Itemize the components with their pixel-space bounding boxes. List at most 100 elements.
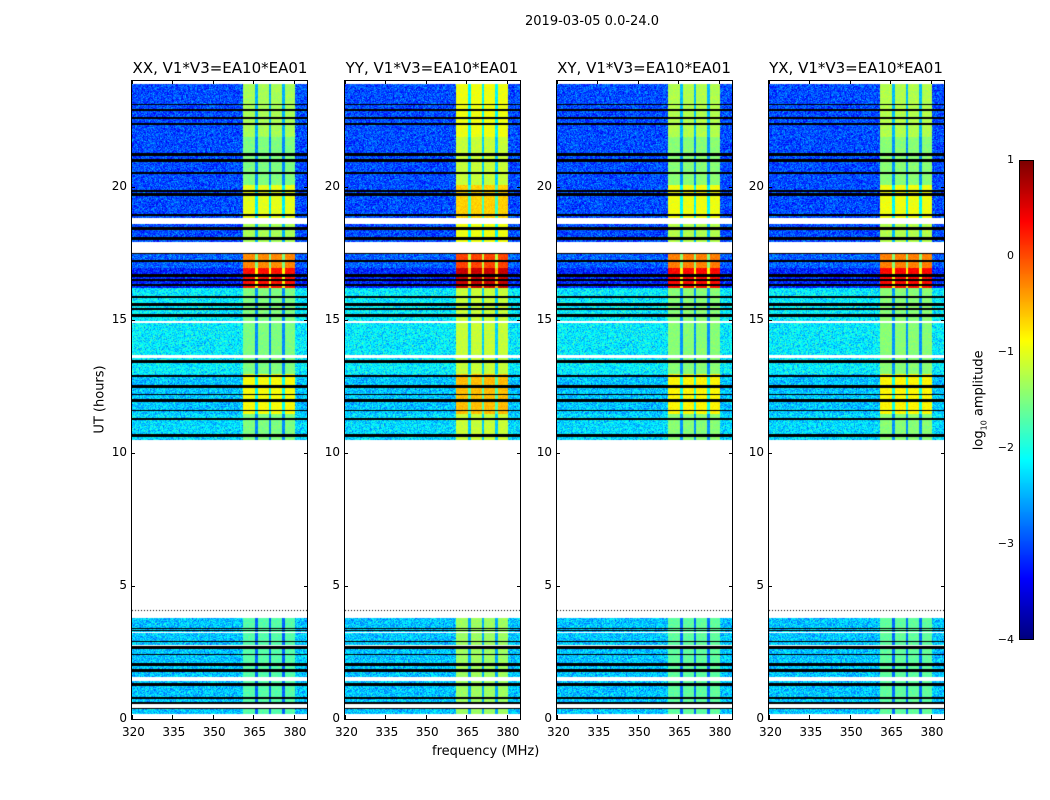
x-tick-mark [849, 80, 851, 84]
x-tick-mark [809, 715, 811, 719]
x-tick-mark [293, 80, 295, 84]
y-tick-mark [304, 187, 308, 189]
y-tick-mark [768, 586, 772, 588]
y-tick-label: 10 [324, 445, 340, 460]
y-tick-mark [304, 320, 308, 322]
x-tick-mark [809, 80, 811, 84]
x-tick-mark [345, 80, 346, 84]
colorbar-tick-label: −2 [997, 441, 1014, 454]
y-tick-mark [556, 187, 560, 189]
colorbar-gradient [1020, 161, 1033, 639]
x-tick-label: 335 [587, 725, 611, 739]
x-tick-mark [506, 715, 508, 719]
y-tick-label: 10 [748, 445, 764, 460]
x-tick-label: 350 [415, 725, 439, 739]
y-tick-mark [768, 320, 772, 322]
x-tick-label: 380 [708, 725, 732, 739]
y-tick-mark [344, 320, 348, 322]
x-tick-label: 380 [920, 725, 944, 739]
y-tick-mark [768, 187, 772, 189]
x-tick-mark [718, 715, 720, 719]
y-tick-mark [131, 586, 135, 588]
x-tick-mark [769, 80, 770, 84]
y-tick-label: 0 [332, 711, 340, 725]
y-tick-mark [517, 453, 521, 455]
x-tick-mark [172, 715, 174, 719]
heatmap-canvas [345, 81, 520, 719]
colorbar-tick-label: 1 [1007, 153, 1014, 166]
x-tick-mark [557, 80, 558, 84]
x-tick-mark [890, 715, 892, 719]
x-tick-mark [293, 715, 295, 719]
y-tick-mark [729, 453, 733, 455]
x-tick-label: 320 [335, 725, 358, 739]
y-tick-label: 10 [536, 445, 552, 460]
y-tick-mark [131, 453, 135, 455]
y-tick-label: 0 [756, 711, 764, 725]
x-tick-mark [637, 715, 639, 719]
x-tick-mark [557, 715, 558, 719]
heatmap-canvas [557, 81, 732, 719]
y-tick-label: 5 [544, 578, 552, 593]
panel-title-xy: XY, V1*V3=EA10*EA01 [557, 59, 731, 77]
colorbar-tick-label: −4 [997, 633, 1014, 646]
y-tick-mark [941, 187, 945, 189]
x-tick-label: 350 [627, 725, 651, 739]
x-tick-label: 350 [202, 725, 226, 739]
y-tick-label: 20 [536, 179, 552, 194]
x-tick-mark [345, 715, 346, 719]
y-tick-mark [729, 719, 733, 720]
y-tick-label: 20 [748, 179, 764, 194]
x-tick-label: 380 [496, 725, 520, 739]
colorbar [1019, 160, 1034, 640]
y-tick-mark [941, 453, 945, 455]
y-tick-label: 0 [119, 711, 127, 725]
colorbar-label: log10 amplitude [972, 350, 989, 450]
x-tick-mark [637, 80, 639, 84]
x-tick-mark [678, 80, 680, 84]
y-tick-mark [556, 320, 560, 322]
x-tick-label: 380 [283, 725, 307, 739]
y-tick-mark [517, 586, 521, 588]
y-tick-mark [941, 586, 945, 588]
y-tick-mark [344, 453, 348, 455]
x-tick-mark [769, 715, 770, 719]
y-tick-label: 20 [324, 179, 340, 194]
y-axis-label: UT (hours) [92, 365, 108, 434]
y-tick-mark [556, 719, 560, 720]
y-tick-mark [517, 320, 521, 322]
x-tick-mark [930, 715, 932, 719]
x-tick-mark [678, 715, 680, 719]
y-tick-mark [729, 187, 733, 189]
y-tick-label: 15 [536, 312, 552, 327]
x-tick-mark [132, 715, 133, 719]
y-tick-mark [131, 320, 135, 322]
y-tick-mark [768, 719, 772, 720]
x-tick-label: 335 [375, 725, 399, 739]
y-tick-label: 0 [544, 711, 552, 725]
x-tick-mark [466, 80, 468, 84]
panel-title-xx: XX, V1*V3=EA10*EA01 [132, 59, 308, 77]
y-tick-mark [344, 187, 348, 189]
x-tick-label: 335 [162, 725, 186, 739]
y-tick-label: 5 [332, 578, 340, 593]
y-tick-label: 5 [756, 578, 764, 593]
y-tick-mark [729, 320, 733, 322]
x-tick-label: 365 [668, 725, 692, 739]
x-tick-label: 320 [759, 725, 782, 739]
x-tick-label: 365 [456, 725, 480, 739]
colorbar-tick-label: −3 [997, 537, 1014, 550]
y-tick-mark [344, 719, 348, 720]
colorbar-tick-label: −1 [997, 345, 1014, 358]
y-tick-label: 15 [748, 312, 764, 327]
y-tick-mark [304, 586, 308, 588]
x-tick-mark [212, 80, 214, 84]
y-tick-mark [304, 719, 308, 720]
x-tick-label: 320 [122, 725, 145, 739]
x-tick-mark [385, 715, 387, 719]
colorbar-label-rest: amplitude [971, 350, 987, 421]
heatmap-canvas [132, 81, 307, 719]
x-tick-mark [849, 715, 851, 719]
x-tick-mark [212, 715, 214, 719]
y-tick-label: 15 [111, 312, 127, 327]
